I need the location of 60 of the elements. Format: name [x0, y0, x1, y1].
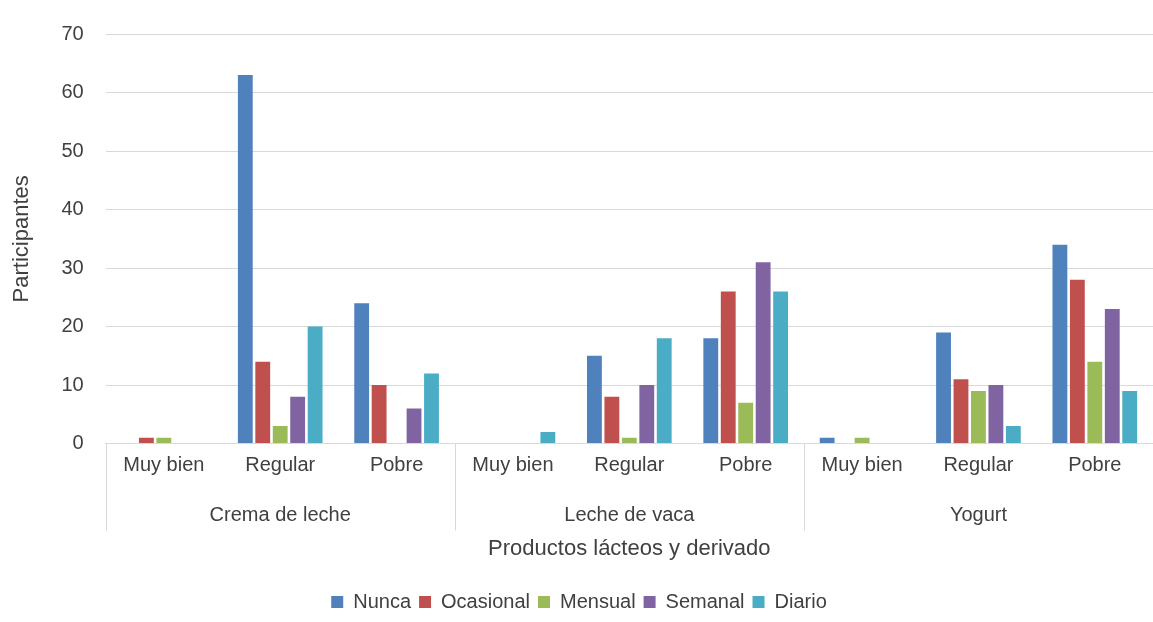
bar	[1069, 279, 1085, 444]
x-tick-label: Regular	[943, 453, 1014, 476]
bar	[656, 338, 672, 444]
x-axis-title: Productos lácteos y derivado	[488, 534, 771, 560]
x-tick-label: Pobre	[1068, 453, 1122, 476]
bar	[354, 303, 370, 444]
y-tick-label: 20	[61, 314, 84, 337]
x-tick-label: Muy bien	[821, 453, 903, 476]
bar	[540, 431, 556, 444]
bar	[307, 326, 323, 444]
y-tick-label: 50	[61, 138, 84, 161]
bar	[953, 379, 969, 444]
bar	[1005, 426, 1021, 444]
y-tick-label: 60	[61, 80, 84, 103]
bar	[1087, 361, 1103, 444]
bar	[988, 385, 1004, 444]
bar	[138, 437, 154, 444]
bar	[1104, 309, 1120, 444]
y-tick-label: 10	[61, 372, 84, 395]
y-tick-label: 0	[72, 431, 84, 454]
bar	[621, 437, 637, 444]
legend-label: Nunca	[353, 589, 412, 612]
bar	[639, 385, 655, 444]
bar	[703, 338, 719, 444]
text: Crema de leche	[209, 503, 351, 526]
x-tick-label: Regular	[594, 453, 665, 476]
y-axis-title: Participantes	[8, 175, 34, 303]
bar	[1122, 390, 1138, 444]
x-tick-label: Muy bien	[123, 453, 205, 476]
bar	[156, 437, 172, 444]
bar	[819, 437, 835, 444]
bar	[272, 426, 288, 444]
bar	[604, 396, 620, 444]
text: Leche de vaca	[564, 503, 696, 526]
legend-label: Diario	[774, 589, 827, 612]
bar	[290, 396, 306, 444]
bar	[971, 390, 986, 444]
bar	[773, 291, 789, 444]
y-tick-label: 30	[61, 255, 84, 278]
legend-label: Mensual	[559, 589, 636, 612]
text: Yogurt	[949, 503, 1008, 526]
legend-label: Ocasional	[441, 589, 530, 612]
bar	[720, 291, 736, 444]
x-tick-label: Muy bien	[472, 453, 554, 476]
bar	[406, 408, 422, 444]
bar	[738, 402, 754, 444]
bar	[586, 355, 602, 444]
y-tick-label: 70	[61, 21, 84, 44]
x-tick-label: Pobre	[369, 453, 424, 476]
y-tick-label: 40	[61, 197, 84, 220]
bar	[936, 332, 951, 444]
bar	[424, 373, 439, 444]
x-tick-label: Pobre	[719, 453, 773, 476]
bar	[371, 385, 387, 444]
bar	[1052, 244, 1068, 444]
legend-label: Semanal	[665, 589, 745, 612]
bar	[255, 361, 271, 444]
bar	[237, 74, 253, 444]
x-tick-label: Regular	[245, 453, 316, 476]
bar	[755, 262, 771, 444]
